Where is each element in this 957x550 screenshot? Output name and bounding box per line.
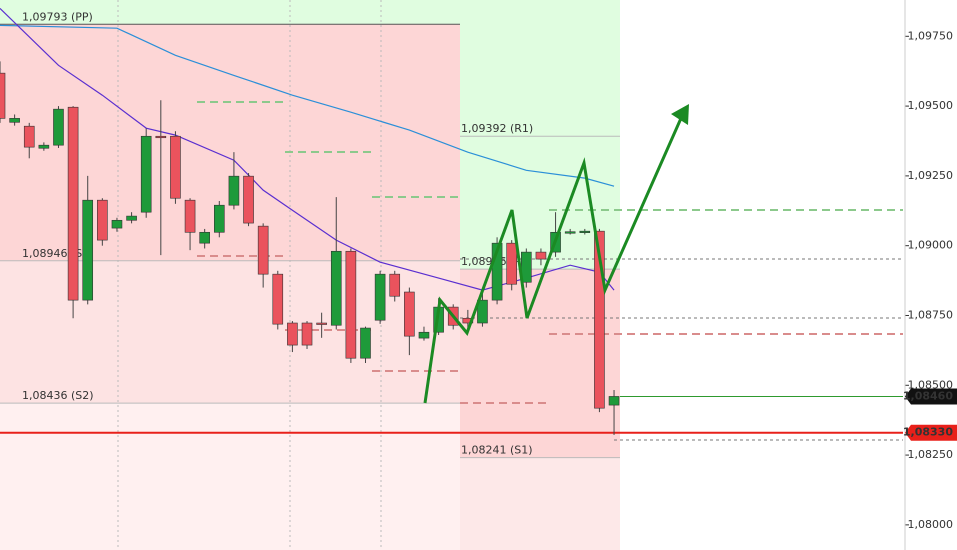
candle-body <box>608 396 620 406</box>
candle-body <box>594 230 605 409</box>
moving-average <box>0 7 615 291</box>
candle-body <box>477 299 488 324</box>
candle-body <box>564 231 576 234</box>
zone <box>460 457 620 550</box>
order-lines <box>197 101 905 404</box>
candle-body <box>155 135 167 139</box>
price-tag-label: 1,08330 <box>903 426 953 439</box>
y-tick-label: 1,09250 <box>908 169 954 182</box>
candle-body <box>170 135 181 199</box>
axis-panel <box>903 0 957 550</box>
pivot-label: 1,09392 (R1) <box>461 122 533 135</box>
y-axis: 1,08000 1,08250 1,08500 1,08750 1,09000 1,092… <box>903 0 957 550</box>
candle-body <box>316 322 327 325</box>
candle-body <box>97 199 108 241</box>
candle-body <box>23 125 35 148</box>
y-tick-label: 1,08750 <box>908 308 954 321</box>
candle-body <box>287 322 298 346</box>
marks <box>0 7 905 435</box>
candle-body <box>360 327 371 359</box>
y-tick-label: 1,08250 <box>908 448 954 461</box>
pivot-label: 1,08241 (S1) <box>461 444 533 457</box>
candle-body <box>0 72 6 119</box>
candle-body <box>53 108 64 146</box>
candle-body <box>301 322 313 346</box>
y-tick-label: 1,09750 <box>908 29 954 42</box>
candle-body <box>389 273 401 297</box>
zigzag-arrow <box>423 115 684 404</box>
candle-body <box>418 331 430 339</box>
candle-body <box>272 273 284 325</box>
candle-body <box>184 199 196 233</box>
y-tick-label: 1,09000 <box>908 239 954 252</box>
y-tick-label: 1,08500 <box>908 378 954 391</box>
moving-average <box>0 24 615 187</box>
zone <box>460 0 620 137</box>
annotation <box>423 104 689 404</box>
y-tick-label: 1,08000 <box>908 518 954 531</box>
zone <box>0 0 460 25</box>
zones <box>0 0 905 550</box>
candle-body <box>67 106 79 301</box>
candle-body <box>82 199 94 301</box>
candle-body <box>199 231 210 244</box>
candle-body <box>140 135 152 213</box>
y-tick-label: 1,09500 <box>908 99 954 112</box>
candle-body <box>111 219 123 229</box>
candle-body <box>535 251 547 260</box>
thin-dashed <box>460 258 905 441</box>
candle-body <box>243 175 254 224</box>
candle-body <box>257 225 269 275</box>
candle-body <box>506 242 518 285</box>
candle-body <box>126 215 137 221</box>
candle-body <box>9 118 20 123</box>
candle-body <box>330 250 342 326</box>
candle-body <box>228 175 240 206</box>
price-tag <box>905 424 957 441</box>
zone <box>620 0 905 550</box>
candle-body <box>345 250 357 359</box>
candle-body <box>214 204 225 233</box>
arrow-head <box>671 104 689 125</box>
pivot-label: 1,09793 (PP) <box>22 10 93 23</box>
candle-body <box>374 273 386 321</box>
price-tag <box>905 388 957 405</box>
candle-body <box>579 230 591 233</box>
price-tag-label: 1,08460 <box>903 389 953 402</box>
zone <box>0 403 460 550</box>
candle-body <box>491 242 503 301</box>
candle-body <box>38 144 50 149</box>
candle-body <box>404 291 415 337</box>
pivot-label: 1,08436 (S2) <box>22 389 94 402</box>
